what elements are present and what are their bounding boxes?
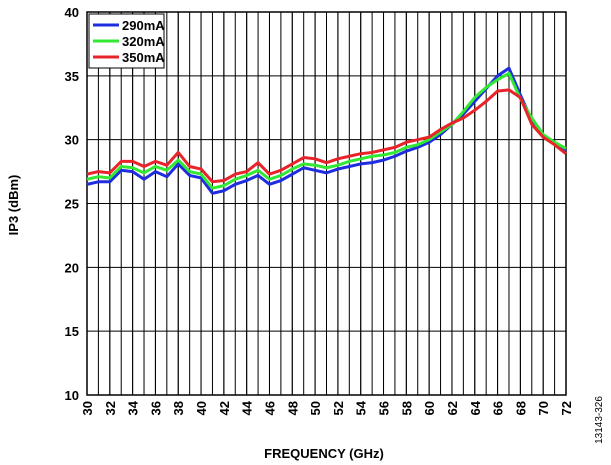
x-tick-label: 70	[536, 401, 551, 415]
x-tick-label: 34	[126, 400, 141, 415]
x-tick-label: 44	[240, 400, 255, 415]
x-tick-label: 54	[354, 400, 369, 415]
y-tick-label: 10	[65, 388, 79, 403]
x-axis-label: FREQUENCY (GHz)	[264, 446, 384, 461]
x-tick-label: 42	[217, 401, 232, 415]
y-tick-label: 35	[65, 69, 79, 84]
y-tick-label: 25	[65, 197, 79, 212]
y-axis-label: IP3 (dBm)	[6, 175, 21, 236]
x-tick-label: 60	[422, 401, 437, 415]
x-tick-label: 46	[262, 401, 277, 415]
y-tick-label: 30	[65, 133, 79, 148]
y-tick-label: 40	[65, 5, 79, 20]
y-tick-label: 15	[65, 324, 79, 339]
x-tick-label: 66	[491, 401, 506, 415]
x-tick-label: 52	[331, 401, 346, 415]
x-tick-label: 56	[377, 401, 392, 415]
legend-label: 290mA	[122, 18, 165, 33]
x-tick-label: 58	[399, 401, 414, 415]
series-line	[86, 88, 567, 184]
x-tick-label: 62	[445, 401, 460, 415]
figure-id: 13143-326	[594, 396, 605, 444]
legend-label: 350mA	[122, 50, 165, 65]
x-tick-label: 30	[80, 401, 95, 415]
y-tick-label: 20	[65, 260, 79, 275]
x-tick-label: 72	[559, 401, 574, 415]
series-line	[86, 71, 567, 190]
x-tick-label: 32	[103, 401, 118, 415]
x-tick-label: 38	[171, 401, 186, 415]
x-tick-label: 50	[308, 401, 323, 415]
legend-label: 320mA	[122, 34, 165, 49]
x-tick-label: 64	[468, 400, 483, 415]
x-tick-label: 40	[194, 401, 209, 415]
x-tick-label: 36	[148, 401, 163, 415]
plot-frame	[86, 11, 567, 396]
x-tick-label: 48	[285, 401, 300, 415]
x-tick-label: 68	[513, 401, 528, 415]
